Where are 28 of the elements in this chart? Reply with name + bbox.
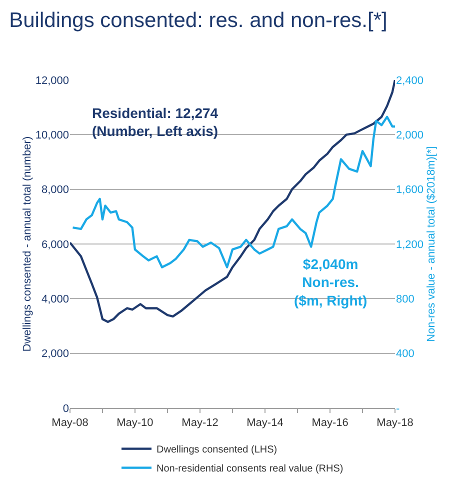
x-tick-label: May-12 — [182, 417, 218, 430]
y2-tick-label: 800 — [396, 294, 414, 306]
x-tick-label: May-16 — [312, 417, 348, 430]
y-axis-title: Dwellings consented - annual total (number) — [21, 136, 34, 352]
y-tick-label: 8,000 — [41, 184, 69, 196]
y2-tick-label: 2,000 — [396, 130, 424, 142]
x-tick-label: May-10 — [116, 417, 154, 430]
line-series — [70, 80, 395, 323]
y-tick-label: 10,000 — [35, 130, 69, 142]
y2-tick-label: 400 — [396, 348, 414, 360]
legend-label: Non-residential consents real value (RHS) — [156, 464, 344, 475]
y2-tick-label: 2,400 — [396, 74, 424, 87]
chart-title: Buildings consented: res. and non-res.[*] — [9, 9, 388, 32]
y-tick-label: 4,000 — [41, 294, 69, 306]
x-tick-label: May-08 — [52, 417, 88, 430]
y-tick-label: 12,000 — [35, 74, 69, 87]
y2-axis-title: Non-res value - annual total ($2018m)[*] — [426, 146, 438, 342]
y2-tick-label: - — [396, 402, 400, 415]
x-tick-label: May-18 — [376, 417, 414, 430]
x-tick-label: May-14 — [246, 417, 284, 430]
y-tick-label: 2,000 — [41, 348, 69, 360]
annotation: Residential: 12,274 (Number, Left axis) — [92, 105, 218, 140]
annotation: $2,040m Non-res. ($m, Right) — [294, 256, 368, 308]
y-tick-label: 6,000 — [41, 238, 69, 251]
y2-tick-label: 1,600 — [396, 184, 424, 196]
legend-label: Dwellings consented (LHS) — [156, 444, 278, 456]
y-tick-label: 0 — [62, 402, 69, 415]
y2-tick-label: 1,200 — [396, 238, 424, 251]
